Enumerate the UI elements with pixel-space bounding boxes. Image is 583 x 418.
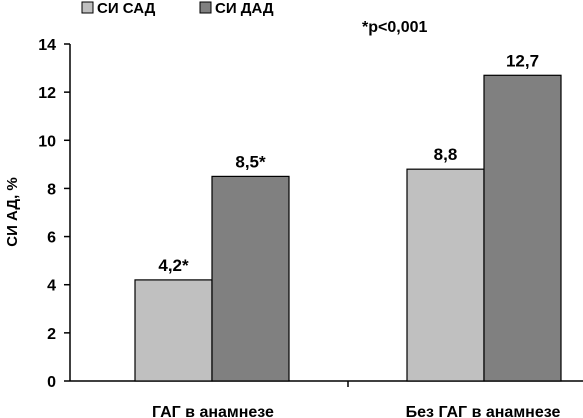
legend-label-si-sad: СИ САД xyxy=(97,0,156,17)
category-label-no-gag: Без ГАГ в анамнезе xyxy=(406,404,561,418)
y-tick-label: 0 xyxy=(47,374,56,391)
data-label: 4,2* xyxy=(158,256,189,275)
bar-si-dad-no-gag xyxy=(483,74,562,382)
y-axis-ticks: 0 2 4 6 8 10 12 14 xyxy=(38,37,70,391)
legend: СИ САД СИ ДАД xyxy=(81,0,274,17)
significance-annotation: *р<0,001 xyxy=(362,19,427,36)
y-axis-label: СИ АД, % xyxy=(4,177,21,247)
legend-swatch-si-dad xyxy=(199,1,212,14)
bar-si-sad-no-gag xyxy=(406,168,485,382)
y-tick-label: 12 xyxy=(38,85,56,102)
y-tick-label: 8 xyxy=(47,181,56,198)
category-label-gag: ГАГ в анамнезе xyxy=(152,404,274,418)
legend-swatch-si-sad xyxy=(81,1,94,14)
legend-label-si-dad: СИ ДАД xyxy=(215,0,274,17)
data-label: 8,5* xyxy=(235,152,266,171)
y-tick-label: 10 xyxy=(38,133,56,150)
bar-si-sad-gag xyxy=(134,279,213,382)
y-tick-label: 2 xyxy=(47,326,56,343)
bar-si-dad-gag xyxy=(211,175,290,382)
y-tick-label: 14 xyxy=(38,37,56,54)
data-label: 12,7 xyxy=(506,51,539,70)
y-tick-label: 4 xyxy=(47,278,56,295)
bars xyxy=(134,74,562,382)
data-label: 8,8 xyxy=(434,145,458,164)
y-tick-label: 6 xyxy=(47,230,56,247)
data-labels: 4,2* 8,5* 8,8 12,7 xyxy=(158,51,539,275)
